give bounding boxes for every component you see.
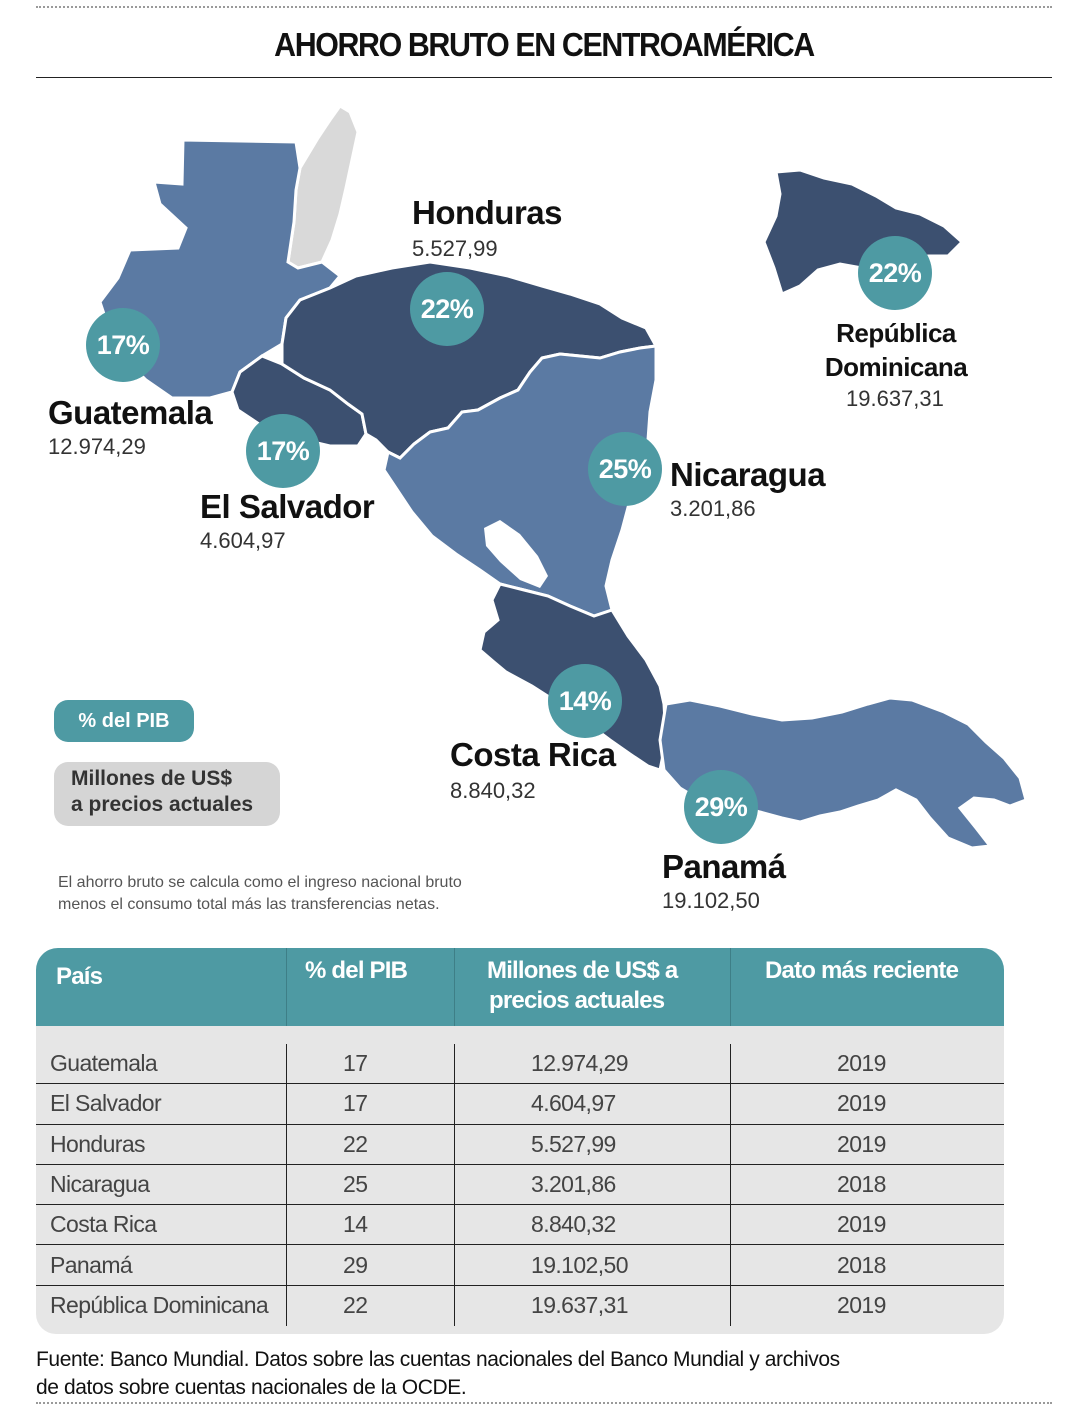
cell-usd: 4.604,97 bbox=[455, 1084, 731, 1124]
cell-pct: 17 bbox=[287, 1084, 455, 1124]
table-row: Honduras 22 5.527,99 2019 bbox=[36, 1124, 1004, 1165]
map-label-guatemala: Guatemala bbox=[48, 394, 213, 431]
map-label-honduras: Honduras bbox=[412, 194, 563, 231]
map-label-dominican-republic: República Dominicana bbox=[816, 316, 976, 384]
methodology-note: El ahorro bruto se calcula como el ingre… bbox=[58, 872, 518, 916]
methodology-note-line1: El ahorro bruto se calcula como el ingre… bbox=[58, 874, 462, 891]
header-usd: Millones de US$ a precios actuales bbox=[455, 948, 731, 1026]
table-row: Guatemala 17 12.974,29 2019 bbox=[36, 1044, 1004, 1085]
map-value-nicaragua: 3.201,86 bbox=[670, 496, 756, 521]
cell-year: 2019 bbox=[837, 1211, 886, 1238]
page-title: AHORRO BRUTO EN CENTROAMÉRICA bbox=[274, 26, 815, 63]
pct-badge-guatemala: 17% bbox=[86, 308, 160, 382]
cell-usd: 8.840,32 bbox=[455, 1205, 731, 1245]
map-value-costa-rica: 8.840,32 bbox=[450, 778, 536, 803]
header-pct: % del PIB bbox=[287, 948, 455, 1026]
cell-year: 2019 bbox=[837, 1090, 886, 1117]
table-body: Guatemala 17 12.974,29 2019 El Salvador … bbox=[36, 1026, 1004, 1335]
bottom-dotted-rule bbox=[36, 1402, 1052, 1404]
table-row: Costa Rica 14 8.840,32 2019 bbox=[36, 1205, 1004, 1246]
legend-usd-line1: Millones de US$ bbox=[71, 767, 233, 790]
map-label-dominican-republic-line2: Dominicana bbox=[824, 352, 968, 382]
map-value-dominican-republic: 19.637,31 bbox=[846, 386, 944, 411]
pct-badge-costa-rica: 14% bbox=[548, 664, 622, 738]
cell-pct: 29 bbox=[287, 1245, 455, 1285]
cell-country: Guatemala bbox=[36, 1044, 287, 1084]
map-belize bbox=[286, 104, 360, 270]
legend-usd-line2: a precios actuales bbox=[71, 793, 254, 816]
header-usd-line2: precios actuales bbox=[489, 987, 665, 1014]
cell-year: 2019 bbox=[837, 1130, 886, 1157]
cell-year: 2019 bbox=[837, 1050, 886, 1077]
cell-country: Panamá bbox=[36, 1245, 287, 1285]
data-table: País % del PIB Millones de US$ a precios… bbox=[36, 948, 1004, 1335]
cell-usd: 19.637,31 bbox=[455, 1285, 731, 1327]
map-value-el-salvador: 4.604,97 bbox=[200, 528, 286, 553]
cell-pct: 22 bbox=[287, 1124, 455, 1164]
header-country: País bbox=[36, 948, 287, 1026]
methodology-note-line2: menos el consumo total más las transfere… bbox=[58, 896, 440, 913]
cell-pct: 14 bbox=[287, 1205, 455, 1245]
map-value-guatemala: 12.974,29 bbox=[48, 434, 146, 459]
map-label-panama: Panamá bbox=[662, 848, 786, 885]
pct-badge-honduras: 22% bbox=[410, 272, 484, 346]
table-row: República Dominicana 22 19.637,31 2019 bbox=[36, 1285, 1004, 1327]
table-row: Nicaragua 25 3.201,86 2018 bbox=[36, 1164, 1004, 1206]
map-label-el-salvador: El Salvador bbox=[200, 488, 375, 525]
cell-pct: 22 bbox=[287, 1285, 455, 1327]
cell-country: Costa Rica bbox=[36, 1205, 287, 1245]
cell-country: Honduras bbox=[36, 1124, 287, 1164]
cell-country: República Dominicana bbox=[36, 1285, 287, 1327]
table-header: País % del PIB Millones de US$ a precios… bbox=[36, 948, 1004, 1026]
pct-badge-panama: 29% bbox=[684, 770, 758, 844]
cell-usd: 5.527,99 bbox=[455, 1124, 731, 1164]
cell-usd: 12.974,29 bbox=[455, 1044, 731, 1084]
pct-badge-dominican-republic: 22% bbox=[858, 236, 932, 310]
title-rule bbox=[36, 77, 1052, 78]
header-usd-line1: Millones de US$ a bbox=[487, 957, 678, 984]
cell-pct: 17 bbox=[287, 1044, 455, 1084]
pct-badge-nicaragua: 25% bbox=[588, 432, 662, 506]
header-year: Dato más reciente bbox=[765, 957, 959, 984]
table-row: Panamá 29 19.102,50 2018 bbox=[36, 1245, 1004, 1286]
legend-pib-badge: % del PIB bbox=[54, 700, 194, 742]
map-value-panama: 19.102,50 bbox=[662, 888, 760, 913]
cell-usd: 19.102,50 bbox=[455, 1245, 731, 1285]
cell-year: 2019 bbox=[837, 1292, 886, 1319]
cell-usd: 3.201,86 bbox=[455, 1164, 731, 1205]
cell-pct: 25 bbox=[287, 1164, 455, 1205]
map-label-nicaragua: Nicaragua bbox=[670, 456, 826, 493]
source-line1: Fuente: Banco Mundial. Datos sobre las c… bbox=[36, 1348, 840, 1371]
table-row: El Salvador 17 4.604,97 2019 bbox=[36, 1084, 1004, 1125]
cell-year: 2018 bbox=[837, 1171, 886, 1198]
map-nicaragua bbox=[382, 344, 658, 618]
top-dotted-rule bbox=[36, 6, 1052, 8]
map-label-dominican-republic-line1: República bbox=[836, 318, 956, 348]
map-value-honduras: 5.527,99 bbox=[412, 236, 498, 261]
source-line2: de datos sobre cuentas nacionales de la … bbox=[36, 1376, 467, 1399]
legend-usd-badge: Millones de US$ a precios actuales bbox=[54, 762, 280, 826]
source-note: Fuente: Banco Mundial. Datos sobre las c… bbox=[36, 1346, 936, 1402]
cell-country: El Salvador bbox=[36, 1084, 287, 1124]
map-label-costa-rica: Costa Rica bbox=[450, 736, 616, 773]
pct-badge-el-salvador: 17% bbox=[246, 414, 320, 488]
map-lake-nicaragua bbox=[484, 520, 548, 588]
cell-country: Nicaragua bbox=[36, 1164, 287, 1205]
cell-year: 2018 bbox=[837, 1251, 886, 1278]
